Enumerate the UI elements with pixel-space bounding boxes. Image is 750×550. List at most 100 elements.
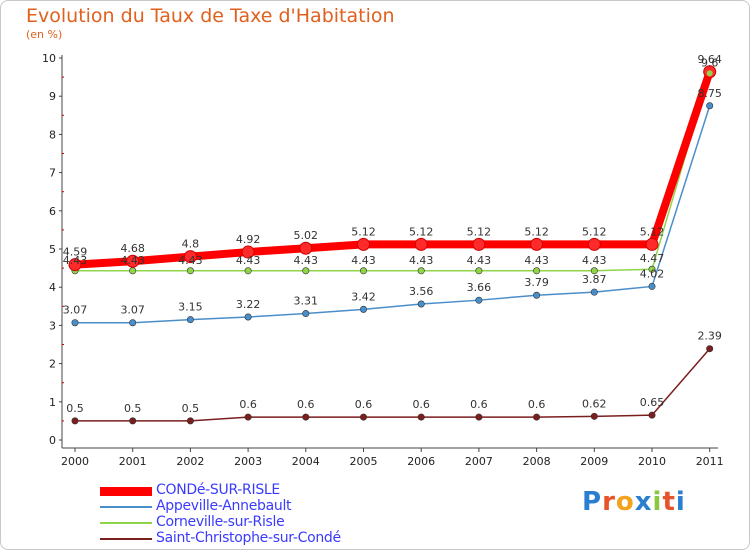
data-label: 4.43 [524,254,549,267]
data-label: 0.5 [66,402,84,415]
data-point [533,267,541,275]
data-point [129,267,137,275]
data-point [533,291,541,299]
data-label: 0.6 [355,398,373,411]
x-tick-label: 2002 [176,455,204,468]
legend-label: Saint-Christophe-sur-Condé [156,530,341,546]
x-tick-label: 2011 [696,455,724,468]
legend-label: Corneville-sur-Risle [156,514,285,530]
data-label: 4.43 [120,254,145,267]
series-layer [68,65,717,425]
chart-subtitle: (en %) [26,28,63,41]
data-label: 2.39 [697,330,722,343]
data-label: 3.31 [294,295,319,308]
data-label: 4.43 [409,254,434,267]
data-label: 0.65 [640,396,665,409]
data-point [186,316,194,324]
x-tick-label: 2010 [638,455,666,468]
y-tick-label: 2 [49,358,56,371]
data-label: 3.07 [63,304,88,317]
data-label: 4.68 [120,242,145,255]
data-point [530,237,544,251]
legend-swatch [100,487,152,496]
data-point [475,413,483,421]
data-point [359,267,367,275]
data-label: 3.22 [236,298,261,311]
data-label: 4.43 [351,254,376,267]
series-line [74,72,711,272]
data-point [359,305,367,313]
data-label: 4.43 [63,254,88,267]
data-point [587,237,601,251]
data-point [706,70,713,77]
y-tick-label: 4 [49,281,56,294]
data-label: 4.02 [640,267,665,280]
data-point [648,282,656,290]
data-label: 4.43 [582,254,607,267]
data-label: 5.12 [351,225,376,238]
data-label: 0.6 [412,398,430,411]
data-point [68,258,82,272]
data-label: 5.02 [294,229,319,242]
brand-logo: Proxiti [582,487,686,517]
data-label: 5.12 [524,225,549,238]
data-label: 5.12 [582,225,607,238]
data-label: 3.79 [524,276,549,289]
data-point [475,296,483,304]
data-point [706,102,714,110]
x-tick-label: 2006 [407,455,435,468]
y-tick-label: 6 [49,205,56,218]
legend-swatch [100,522,152,524]
data-point [590,267,598,275]
data-label: 3.15 [178,301,203,314]
data-point [590,288,598,296]
data-label: 4.43 [178,254,203,267]
data-point [533,413,541,421]
data-point [71,319,79,327]
data-label: 0.6 [239,398,257,411]
data-point [706,345,714,353]
data-point [129,417,137,425]
data-point [417,267,425,275]
legend-swatch [100,538,152,540]
series-line [74,347,711,422]
data-point [414,237,428,251]
data-point [357,237,370,251]
x-tick-label: 2001 [119,455,147,468]
brand-letter: r [602,487,616,517]
x-tick-label: 2000 [61,455,89,468]
y-tick-label: 3 [49,319,56,332]
data-point [417,300,425,308]
data-point [244,413,252,421]
data-label: 3.42 [351,290,376,303]
brand-letter: o [615,487,635,517]
data-point [241,245,255,259]
data-label: 4.92 [236,233,261,246]
y-tick-label: 1 [49,396,56,409]
brand-letter: x [634,487,653,517]
y-tick-label: 7 [49,167,56,180]
legend-label: CONDé-SUR-RISLE [156,482,280,498]
brand-letter: t [662,487,676,517]
data-point [359,413,367,421]
series-line [74,105,711,324]
data-point [302,267,310,275]
x-tick-label: 2005 [350,455,378,468]
x-tick-label: 2003 [234,455,262,468]
data-point [244,313,252,321]
data-label: 8.75 [697,87,722,100]
data-point [186,417,194,425]
data-point [645,237,659,251]
data-label: 3.66 [467,281,492,294]
data-label: 0.6 [297,398,315,411]
series-line [71,67,714,269]
data-label: 4.43 [467,254,492,267]
data-point [126,254,140,268]
data-label: 3.56 [409,285,434,298]
data-label: 0.6 [528,398,546,411]
brand-letter: P [582,487,603,517]
x-tick-label: 2009 [580,455,608,468]
legend-label: Appeville-Annebault [156,498,292,514]
x-tick-label: 2008 [523,455,551,468]
